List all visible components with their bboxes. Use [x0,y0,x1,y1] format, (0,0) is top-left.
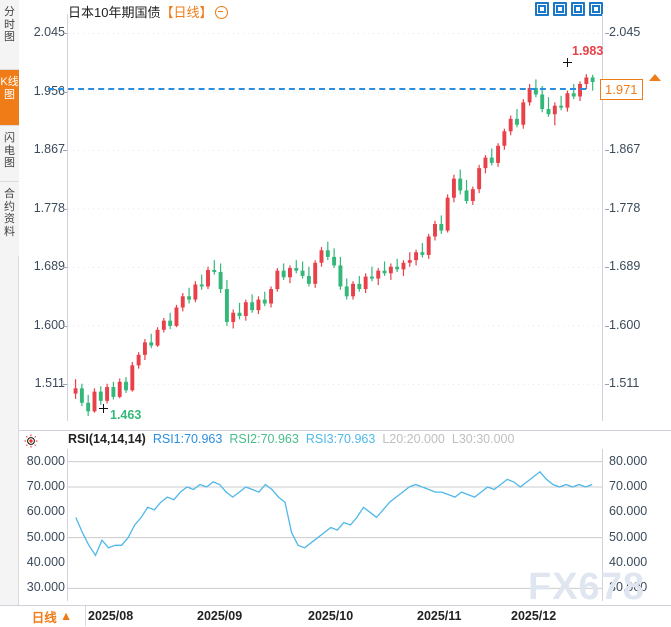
minus-circle-icon[interactable] [215,6,229,19]
period-high-crosshair [563,58,572,67]
crosshair-icon[interactable] [535,2,549,16]
indicator-level-l20: L20:20.000 [382,432,445,446]
sidebar: 分时图 K线图 闪电图 合约资料 [0,0,19,605]
date-tick: 2025/08 [88,609,134,623]
sidebar-item-kline[interactable]: K线图 [0,70,19,126]
rsi-tick-right: 60.000 [609,504,648,519]
indicator-rsi1-value: RSI1:70.963 [152,432,223,446]
period-high-label: 1.983 [572,44,604,58]
chart-shift-icon[interactable] [571,2,585,16]
rsi-tick-left: 60.000 [26,504,65,519]
indicator-name: RSI(14,14,14) [68,432,146,446]
price-plot[interactable] [67,14,603,421]
indicator-legend: RSI(14,14,14) RSI1:70.963 RSI2:70.963 RSI3:… [68,432,521,446]
tick-mark [605,208,609,210]
tick-mark [605,33,609,35]
tick-mark [63,325,67,327]
settings-sun-icon[interactable] [24,434,38,448]
candlestick-series [68,32,602,416]
price-tick-right: 1.778 [609,200,641,215]
date-axis: 日线 ▲ 2025/08 2025/09 2025/10 2025/11 2025/12 [0,605,671,627]
rsi-tick-right: 40.000 [609,555,648,569]
date-tick: 2025/10 [308,609,354,623]
price-tick-left: 1.956 [33,83,65,98]
chart-expand-icon[interactable] [589,2,603,16]
rsi-tick-right: 50.000 [609,529,648,544]
tick-mark [605,384,609,386]
indicator-pane: RSI(14,14,14) RSI1:70.963 RSI2:70.963 RSI3:… [19,430,671,606]
rsi-tick-left: 50.000 [26,529,65,544]
sidebar-item-contract-info[interactable]: 合约资料 [0,182,19,256]
indicator-plot[interactable] [67,449,603,601]
period-selector-label: 日线 [31,610,57,625]
date-tick: 2025/12 [511,609,557,623]
period-low-crosshair [99,404,108,413]
indicator-level-l30: L30:30.000 [451,432,515,446]
price-tick-right: 2.045 [609,25,641,40]
price-tick-left: 2.045 [33,25,65,40]
indicator-rsi3-value: RSI3:70.963 [305,432,376,446]
period-label: 【日线】 [160,5,213,20]
price-tick-right: 1.689 [609,259,641,274]
sidebar-item-timeshare[interactable]: 分时图 [0,0,19,70]
tick-mark [63,33,67,35]
tick-mark [63,91,67,93]
rsi-tick-right: 80.000 [609,453,648,468]
tick-mark [63,384,67,386]
rsi-tick-right: 30.000 [609,580,648,595]
page-title: 日本10年期国债【日线】 [68,2,229,21]
price-tick-right: 1.600 [609,317,641,332]
rsi-tick-left: 80.000 [26,453,65,468]
price-tick-right: 1.511 [609,376,640,391]
rsi-tick-left: 40.000 [26,555,65,569]
rsi-tick-right: 70.000 [609,479,648,493]
triangle-up-icon: ▲ [59,609,73,623]
tick-mark [63,150,67,152]
instrument-name: 日本10年期国债 [68,5,161,20]
chart-scale-icon[interactable] [553,2,567,16]
date-tick: 2025/11 [417,609,462,623]
last-price-line [48,88,586,91]
period-selector-button[interactable]: 日线 ▲ [19,606,86,626]
tick-mark [605,150,609,152]
date-tick: 2025/09 [197,609,243,623]
price-tick-left: 1.511 [34,376,65,391]
price-axis-left: 1.511 1.600 1.689 1.778 1.867 1.956 2.045 [19,0,67,430]
price-tick-left: 1.778 [33,200,65,215]
price-tick-right: 1.867 [609,142,641,157]
price-tick-left: 1.600 [33,317,65,332]
price-pane: 1.511 1.600 1.689 1.778 1.867 1.956 2.045 1.51… [19,0,671,430]
sidebar-item-lightning[interactable]: 闪电图 [0,126,19,182]
indicator-rsi2-value: RSI2:70.963 [229,432,299,446]
tick-mark [605,325,609,327]
period-low-label: 1.463 [110,408,142,422]
indicator-axis-right: 80.000 70.000 60.000 50.000 40.000 30.000 [605,431,671,606]
rsi-tick-left: 70.000 [26,479,65,493]
tick-mark [63,208,67,210]
chart-toolbar [535,2,603,16]
price-tick-left: 1.867 [33,142,65,157]
last-price-arrow-icon [649,74,661,82]
rsi-line-series [68,461,602,589]
tick-mark [63,267,67,269]
price-tick-left: 1.689 [33,259,65,274]
rsi-tick-left: 30.000 [26,580,65,595]
last-price-badge: 1.971 [600,79,643,101]
indicator-axis-left: 80.000 70.000 60.000 50.000 40.000 30.000 [19,431,65,606]
tick-mark [605,267,609,269]
